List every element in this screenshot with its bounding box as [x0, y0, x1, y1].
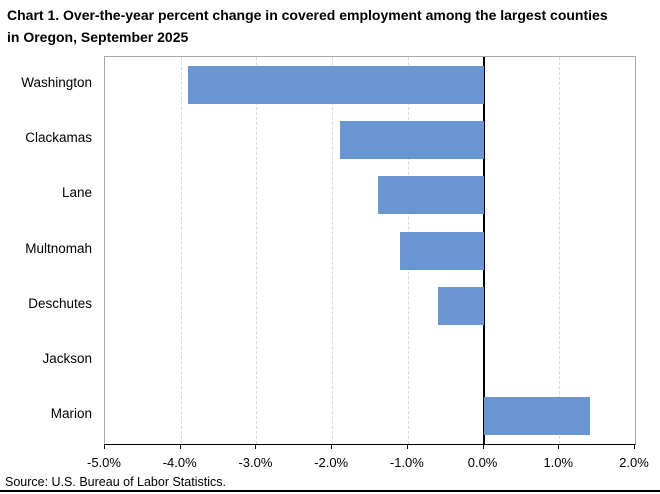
plot-area [104, 56, 636, 445]
bar-deschutes [438, 286, 484, 325]
bar-multnomah [400, 231, 484, 270]
bar-lane [377, 176, 484, 215]
x-axis-tick [482, 444, 484, 449]
x-axis-tick [255, 444, 257, 449]
gridline [180, 57, 182, 444]
bottom-border [0, 490, 660, 492]
bar-clackamas [339, 120, 484, 159]
bar-marion [483, 397, 590, 436]
x-tick-label: -4.0% [162, 455, 197, 470]
x-axis-tick [634, 444, 635, 449]
category-label-marion: Marion [50, 406, 92, 422]
x-tick-label: -5.0% [87, 455, 121, 470]
x-tick-label: 1.0% [543, 455, 574, 470]
category-label-lane: Lane [61, 185, 92, 201]
x-tick-label: -1.0% [389, 455, 424, 470]
bar-washington [188, 65, 484, 104]
category-label-washington: Washington [21, 74, 92, 90]
x-axis-tick [179, 444, 181, 449]
source-note: Source: U.S. Bureau of Labor Statistics. [5, 475, 226, 489]
x-axis-tick [558, 444, 560, 449]
x-tick-label: 2.0% [619, 455, 649, 470]
category-label-jackson: Jackson [42, 351, 92, 367]
category-label-deschutes: Deschutes [28, 295, 92, 311]
chart-title: Chart 1. Over-the-year percent change in… [7, 7, 608, 45]
category-label-clackamas: Clackamas [25, 129, 92, 145]
x-axis-tick [104, 444, 105, 449]
x-axis-tick [331, 444, 333, 449]
gridline [256, 57, 258, 444]
gridline [332, 57, 334, 444]
category-label-multnomah: Multnomah [25, 240, 92, 256]
zero-axis-line [482, 57, 485, 444]
x-tick-label: 0.0% [467, 455, 498, 470]
x-tick-label: -2.0% [314, 455, 349, 470]
x-tick-label: -3.0% [238, 455, 273, 470]
gridline [559, 57, 561, 444]
x-axis-tick [406, 444, 408, 449]
